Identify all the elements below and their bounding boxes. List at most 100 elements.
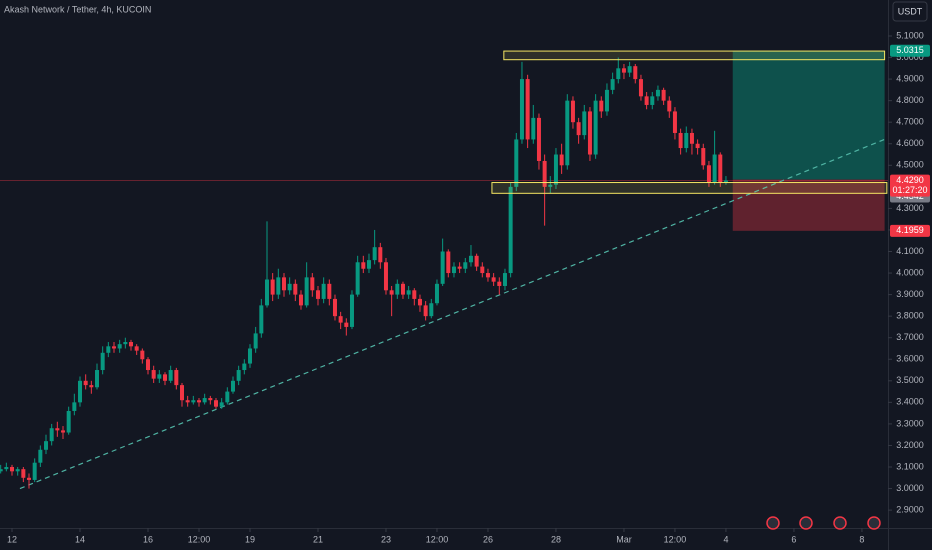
y-tick-label: 3.0000: [896, 483, 924, 493]
y-tick-label: 3.7000: [896, 332, 924, 342]
x-tick-label: 23: [381, 534, 391, 544]
candle-body: [310, 277, 315, 291]
candle-body: [332, 298, 337, 317]
y-tick-label: 2.9000: [896, 504, 924, 514]
x-tick-label: 12:00: [188, 534, 211, 544]
candle-body: [536, 117, 541, 161]
candle-body: [230, 380, 235, 392]
candle-body: [508, 186, 513, 274]
y-tick-label: 5.0000: [896, 52, 924, 62]
candle-body: [95, 370, 100, 388]
x-tick-label: 8: [859, 534, 864, 544]
candle-body: [582, 111, 587, 136]
candle-body: [89, 385, 94, 388]
candle-body: [287, 283, 292, 291]
currency-button[interactable]: [892, 1, 928, 22]
candle-body: [78, 380, 83, 403]
y-tick-label: 4.8000: [896, 95, 924, 105]
last-price-box: [890, 174, 930, 197]
y-tick-label: 4.6000: [896, 138, 924, 148]
candle-body: [570, 100, 575, 123]
candle-body: [112, 346, 117, 349]
candle-body: [684, 132, 689, 149]
candle-body: [129, 342, 134, 347]
candle-body: [468, 255, 473, 263]
candle-body: [497, 281, 502, 286]
candle-body: [213, 400, 218, 407]
candle-body: [304, 277, 309, 306]
candle-body: [525, 79, 530, 140]
candle-body: [196, 400, 201, 403]
y-tick-label: 3.2000: [896, 440, 924, 450]
stop-price-label-box: [890, 224, 930, 237]
candle-body: [106, 346, 111, 353]
candle-body: [701, 148, 706, 166]
candle-body: [485, 273, 490, 278]
event-icon[interactable]: [867, 516, 881, 530]
candle-body: [242, 363, 247, 371]
candle-body: [395, 283, 400, 295]
candle-body: [32, 462, 37, 480]
candle-body: [185, 400, 190, 403]
candle-body: [344, 322, 349, 327]
x-tick-label: 21: [313, 534, 323, 544]
candle-body: [361, 262, 366, 269]
x-tick-label: 28: [551, 534, 561, 544]
candle-body: [27, 477, 32, 480]
candle-body: [383, 262, 388, 291]
x-tick-label: 16: [143, 534, 153, 544]
candle-body: [123, 342, 128, 345]
y-tick-label: 3.8000: [896, 311, 924, 321]
candle-body: [655, 89, 660, 97]
candle-body: [236, 370, 241, 381]
candle-body: [667, 100, 672, 112]
candle-body: [281, 277, 286, 291]
candle-body: [565, 100, 570, 166]
trendline: [19, 138, 885, 490]
candle-body: [55, 428, 60, 431]
candle-body: [10, 467, 15, 472]
event-icon[interactable]: [799, 516, 813, 530]
candle-body: [276, 277, 281, 295]
x-tick-label: 12: [7, 534, 17, 544]
candle-body: [723, 180, 728, 183]
candle-body: [168, 370, 173, 381]
candle-body: [474, 255, 479, 267]
candle-body: [718, 154, 723, 183]
candle-body: [117, 344, 122, 349]
y-tick-label: 3.9000: [896, 289, 924, 299]
y-tick-label: 3.5000: [896, 375, 924, 385]
candle-body: [157, 374, 162, 379]
candle-body: [706, 165, 711, 183]
candle-body: [4, 467, 9, 470]
y-tick-label: 3.1000: [896, 461, 924, 471]
candle-body: [162, 374, 167, 381]
candle-body: [253, 333, 258, 349]
candle-body: [434, 283, 439, 304]
y-tick-label: 3.6000: [896, 354, 924, 364]
candle-body: [44, 441, 49, 450]
candle-body: [491, 277, 496, 282]
candle-body: [678, 132, 683, 149]
candle-body: [327, 283, 332, 299]
event-icon[interactable]: [766, 516, 780, 530]
candle-body: [440, 251, 445, 284]
candle-body: [423, 305, 428, 317]
candle-body: [191, 400, 196, 403]
candle-body: [559, 154, 564, 166]
candle-body: [174, 370, 179, 386]
candle-body: [429, 303, 434, 317]
countdown-label: 01:27:20: [892, 185, 927, 195]
candle-body: [15, 469, 20, 472]
event-icon[interactable]: [833, 516, 847, 530]
candle-body: [621, 68, 626, 73]
currency-label[interactable]: USDT: [898, 6, 923, 16]
candle-body: [553, 154, 558, 185]
y-tick-label: 4.5000: [896, 160, 924, 170]
candle-body: [225, 391, 230, 403]
candle-body: [599, 100, 604, 112]
candle-body: [604, 89, 609, 112]
y-tick-label: 4.1000: [896, 246, 924, 256]
